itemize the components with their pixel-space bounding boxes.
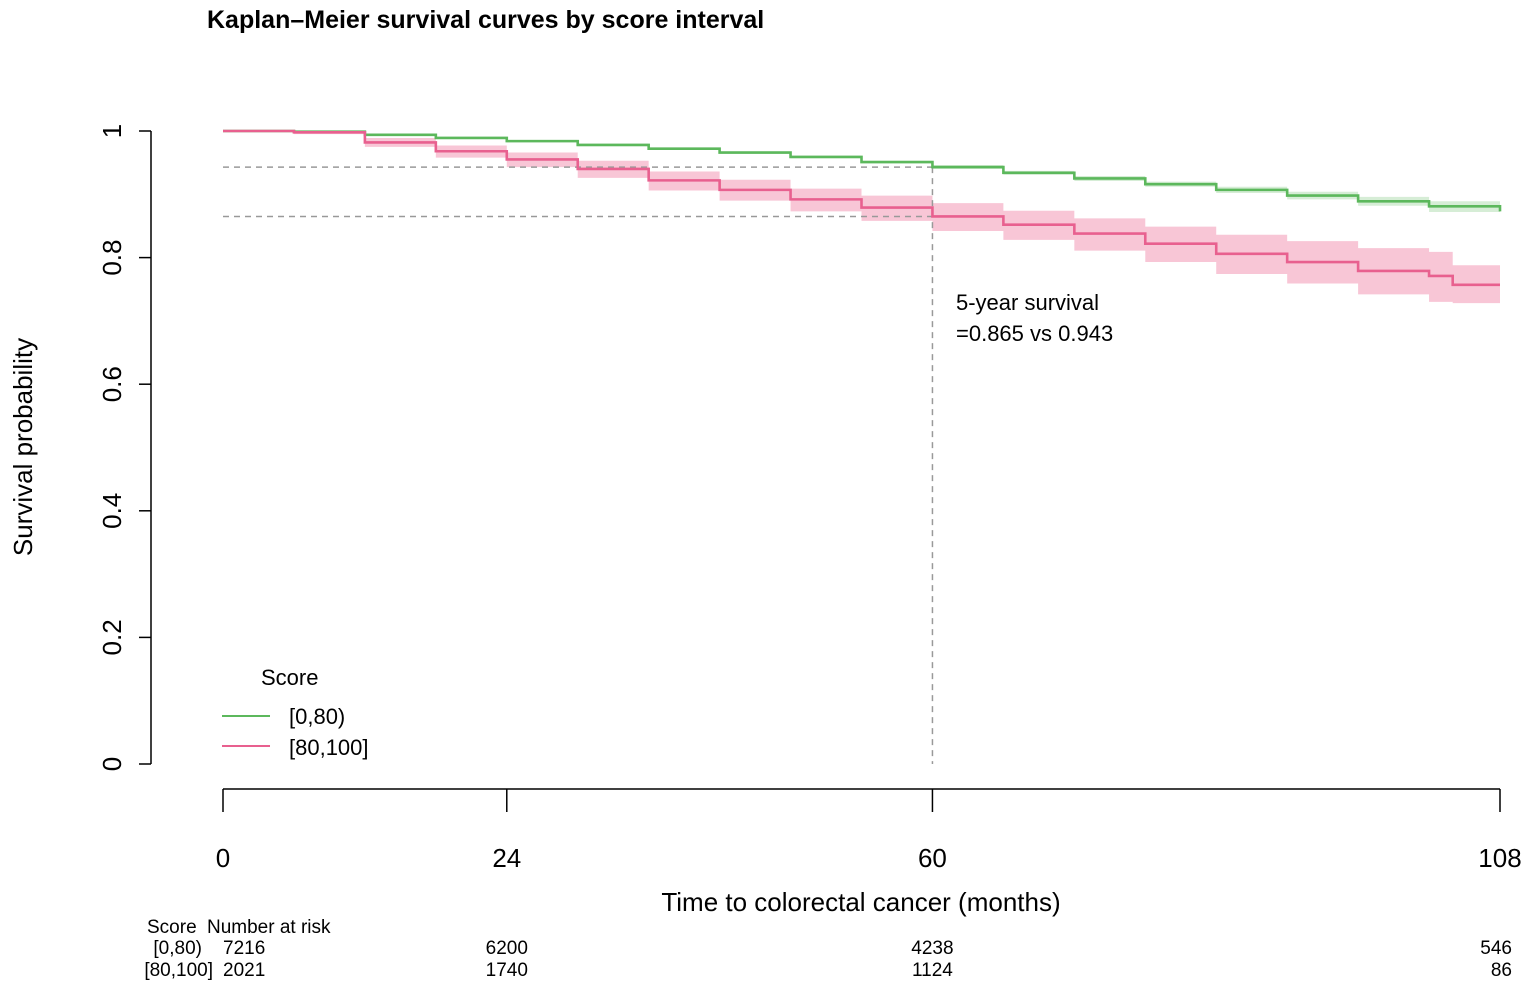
x-ticks: 0 24 60 108 — [216, 789, 1522, 873]
risk-value: 1740 — [486, 960, 528, 981]
x-tick-label: 60 — [918, 843, 947, 873]
y-tick-label: 1 — [97, 124, 127, 138]
risk-row-label-0-80: [0,80) — [153, 938, 202, 959]
y-tick-label: 0 — [97, 757, 127, 771]
risk-header-score: Score — [147, 917, 197, 938]
x-axis-label: Time to colorectal cancer (months) — [661, 887, 1060, 917]
y-tick-label: 0.8 — [97, 240, 127, 276]
risk-value: 7216 — [223, 938, 265, 959]
x-tick-label: 24 — [492, 843, 521, 873]
chart-title: Kaplan–Meier survival curves by score in… — [207, 6, 764, 34]
survival-curve-1 — [223, 129, 1500, 287]
risk-header-number-at-risk: Number at risk — [207, 917, 331, 938]
annotation-line-2: =0.865 vs 0.943 — [956, 321, 1113, 346]
risk-value: 86 — [1491, 960, 1512, 981]
risk-table: Score Number at risk [0,80) [80,100] 721… — [144, 917, 1512, 981]
risk-row-label-80-100: [80,100] — [144, 960, 213, 981]
y-tick-label: 0.4 — [97, 493, 127, 529]
legend: Score [0,80) [80,100] — [222, 665, 369, 760]
risk-values: 7216 6200 4238 546 2021 1740 1124 86 — [223, 938, 1512, 981]
y-tick-label: 0.6 — [97, 366, 127, 402]
y-ticks: 0 0.2 0.4 0.6 0.8 1 — [97, 124, 151, 771]
risk-value: 4238 — [911, 938, 953, 959]
reference-lines — [223, 166, 934, 764]
risk-value: 1124 — [912, 960, 953, 981]
legend-title: Score — [261, 665, 318, 690]
y-tick-label: 0.2 — [97, 619, 127, 655]
risk-value: 2021 — [223, 960, 265, 981]
x-tick-label: 0 — [216, 843, 230, 873]
survival-curves — [223, 129, 1502, 287]
x-tick-label: 108 — [1478, 843, 1521, 873]
risk-value: 6200 — [486, 938, 528, 959]
annotation-line-1: 5-year survival — [956, 290, 1099, 315]
risk-value: 546 — [1480, 938, 1512, 959]
legend-label-80-100: [80,100] — [289, 735, 369, 760]
survival-curve-0 — [223, 129, 1502, 212]
legend-label-0-80: [0,80) — [289, 704, 345, 729]
y-axis-label: Survival probability — [8, 338, 38, 556]
